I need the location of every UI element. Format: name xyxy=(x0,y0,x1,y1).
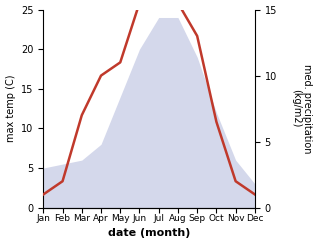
X-axis label: date (month): date (month) xyxy=(108,228,190,238)
Y-axis label: med. precipitation
(kg/m2): med. precipitation (kg/m2) xyxy=(291,64,313,153)
Y-axis label: max temp (C): max temp (C) xyxy=(5,75,16,142)
